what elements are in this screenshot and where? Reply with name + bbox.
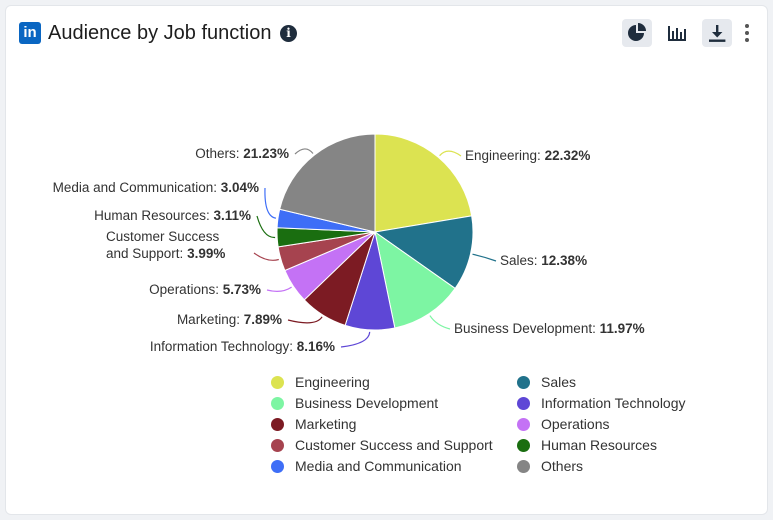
legend-color-dot — [517, 396, 530, 410]
info-icon[interactable]: i — [280, 25, 297, 42]
legend-item-engineering[interactable]: Engineering — [271, 374, 517, 390]
data-label: Human Resources: 3.11% — [94, 208, 251, 223]
data-label: Marketing: 7.89% — [177, 312, 282, 327]
legend-item-others[interactable]: Others — [517, 458, 731, 474]
legend-color-dot — [517, 438, 530, 452]
data-label: Media and Communication: 3.04% — [53, 180, 259, 195]
legend-label: Marketing — [295, 416, 357, 432]
bar-chart-button[interactable] — [662, 19, 692, 47]
legend-label: Human Resources — [541, 437, 657, 453]
data-label: Engineering: 22.32% — [465, 148, 590, 163]
legend-label: Operations — [541, 416, 610, 432]
pie-slice-engineering[interactable] — [374, 133, 473, 233]
data-label: Others: 21.23% — [195, 146, 289, 161]
pie-slice-sales[interactable] — [373, 215, 474, 290]
connector-line — [253, 252, 279, 261]
chart-card: in Audience by Job function i — [5, 5, 768, 515]
connector-line — [429, 315, 451, 330]
legend-item-operations[interactable]: Operations — [517, 416, 731, 432]
legend-item-business-development[interactable]: Business Development — [271, 395, 517, 411]
pie-chart: Engineering: 22.32% Sales: 12.38% Business… — [53, 133, 645, 354]
pie-chart-button[interactable] — [622, 19, 652, 47]
legend-color-dot — [517, 417, 530, 431]
connector-line — [256, 215, 276, 239]
connector-line — [340, 331, 371, 348]
bar-chart-icon — [668, 26, 686, 41]
legend-color-dot — [517, 459, 530, 473]
data-label: Sales: 12.38% — [500, 253, 587, 268]
legend-color-dot — [271, 438, 284, 452]
download-button[interactable] — [702, 19, 732, 47]
data-label: Customer Success and Support: 3.99% — [106, 229, 225, 261]
pie-slice-business-development[interactable] — [374, 230, 456, 329]
legend-color-dot — [271, 375, 284, 389]
legend-item-media-and-communication[interactable]: Media and Communication — [271, 458, 517, 474]
legend-label: Business Development — [295, 395, 439, 411]
more-options-button[interactable] — [739, 19, 755, 47]
legend-label: Others — [541, 458, 584, 474]
legend-item-information-technology[interactable]: Information Technology — [517, 395, 731, 411]
chart-legend: Engineering Sales Business Development Info… — [271, 374, 731, 474]
chart-title: Audience by Job function — [48, 22, 272, 44]
data-label: Business Development: 11.97% — [454, 321, 645, 336]
card-header: in Audience by Job function i — [6, 6, 767, 60]
legend-item-human-resources[interactable]: Human Resources — [517, 437, 731, 453]
connector-line — [287, 316, 323, 324]
legend-color-dot — [271, 417, 284, 431]
connector-line — [472, 253, 497, 262]
pie-chart-icon — [628, 23, 646, 41]
legend-item-customer-success-and-support[interactable]: Customer Success and Support — [271, 437, 517, 453]
legend-label: Engineering — [295, 374, 370, 390]
legend-color-dot — [271, 396, 284, 410]
legend-item-sales[interactable]: Sales — [517, 374, 731, 390]
pie-slice-others[interactable] — [279, 133, 376, 233]
legend-label: Information Technology — [541, 395, 686, 411]
legend-item-marketing[interactable]: Marketing — [271, 416, 517, 432]
linkedin-logo-icon: in — [19, 22, 41, 44]
connector-line — [439, 150, 462, 157]
legend-color-dot — [517, 375, 530, 389]
data-label: Operations: 5.73% — [149, 282, 261, 297]
connector-line — [266, 286, 292, 292]
connector-line — [294, 148, 314, 155]
more-vertical-icon — [745, 24, 749, 42]
data-label: Information Technology: 8.16% — [150, 339, 335, 354]
legend-label: Customer Success and Support — [295, 437, 493, 453]
legend-label: Media and Communication — [295, 458, 462, 474]
connector-line — [264, 187, 277, 219]
legend-color-dot — [271, 459, 284, 473]
legend-label: Sales — [541, 374, 577, 390]
download-icon — [709, 25, 726, 42]
